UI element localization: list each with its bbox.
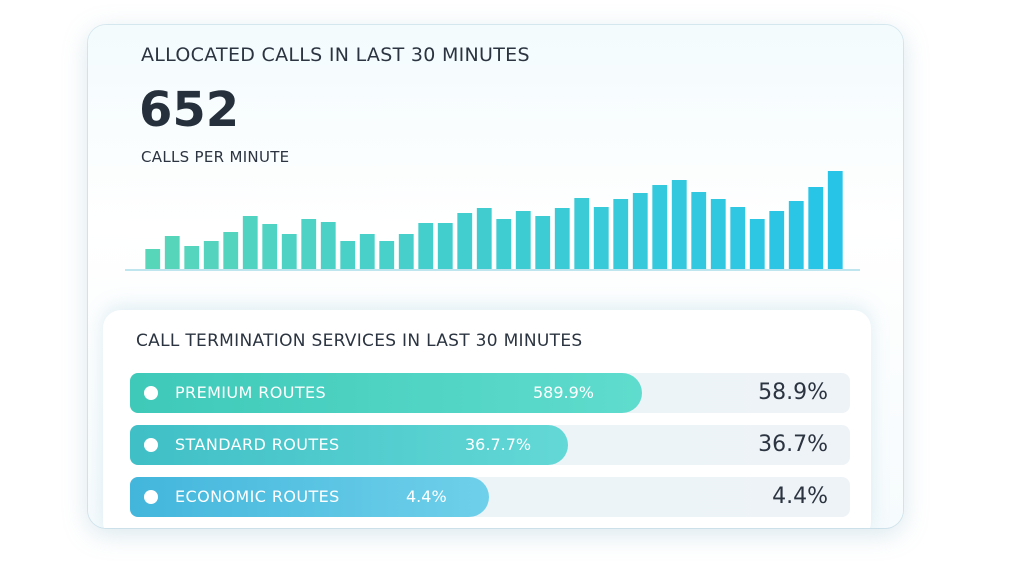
service-percent: 58.9% [758, 380, 828, 405]
bar [281, 234, 297, 269]
bar [184, 246, 200, 269]
service-bar [130, 373, 642, 413]
panel-title: CALL TERMINATION SERVICES IN LAST 30 MIN… [136, 331, 583, 351]
metric-unit: CALLS PER MINUTE [141, 148, 290, 166]
bar [535, 216, 551, 269]
bar-label: 589.9% [533, 383, 595, 402]
service-bar [130, 425, 568, 465]
bar [632, 193, 648, 269]
bar [320, 222, 336, 269]
bar [613, 199, 629, 269]
bar [164, 236, 180, 269]
bar [574, 198, 590, 269]
bar [203, 241, 219, 269]
service-name: ECONOMIC ROUTES [175, 487, 340, 506]
bar [398, 234, 414, 269]
bar [476, 208, 492, 269]
bar [145, 249, 161, 269]
service-name: PREMIUM ROUTES [175, 383, 327, 402]
bar [379, 241, 395, 269]
bar [593, 207, 609, 269]
bar-chart [125, 171, 860, 271]
bar [691, 192, 707, 269]
metric-value: 652 [139, 82, 240, 138]
bar [671, 180, 687, 269]
bar-label: 4.4% [406, 487, 447, 506]
bar [223, 232, 239, 269]
service-bar [130, 477, 489, 517]
service-percent: 4.4% [772, 484, 828, 509]
bar [808, 187, 824, 269]
bar [359, 234, 375, 269]
card: ALLOCATED CALLS IN LAST 30 MINUTES 652 C… [88, 25, 903, 528]
services-panel: CALL TERMINATION SERVICES IN LAST 30 MIN… [103, 310, 871, 528]
bar [769, 211, 785, 269]
bar [457, 213, 473, 269]
row-dot [144, 386, 158, 400]
bar-label: 36.7.7% [465, 435, 532, 454]
bar [340, 241, 356, 269]
service-name: STANDARD ROUTES [175, 435, 340, 454]
service-row: STANDARD ROUTES 36.7.7% 36.7% [130, 425, 850, 465]
card-title: ALLOCATED CALLS IN LAST 30 MINUTES [141, 44, 530, 66]
bar [242, 216, 258, 269]
bar [827, 171, 843, 269]
bar [730, 207, 746, 269]
bar [710, 199, 726, 269]
bar [262, 224, 278, 269]
bar [301, 219, 317, 269]
bar [515, 211, 531, 269]
bar [652, 185, 668, 269]
service-row: ECONOMIC ROUTES 4.4% 4.4% [130, 477, 850, 517]
bar [554, 208, 570, 269]
row-dot [144, 490, 158, 504]
bar [496, 219, 512, 269]
bar [749, 219, 765, 269]
bar [788, 201, 804, 269]
service-percent: 36.7% [758, 432, 828, 457]
bar [418, 223, 434, 269]
bar [437, 223, 453, 269]
service-row: PREMIUM ROUTES 589.9% 58.9% [130, 373, 850, 413]
row-dot [144, 438, 158, 452]
